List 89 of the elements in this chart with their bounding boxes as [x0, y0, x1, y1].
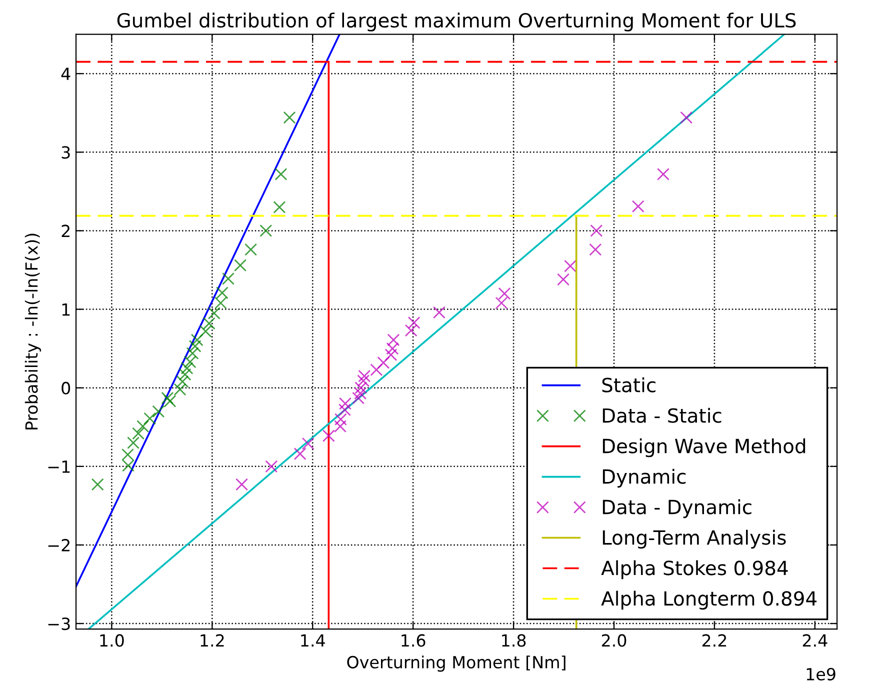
point — [236, 478, 248, 491]
point — [557, 273, 570, 286]
point — [354, 382, 368, 394]
text: 1e9 — [806, 668, 836, 680]
point — [214, 296, 227, 310]
point — [564, 260, 577, 272]
x-tick-label: 1.2 — [200, 634, 224, 647]
point — [334, 420, 346, 433]
point — [377, 356, 390, 369]
x-tick-label: 2.4 — [802, 634, 828, 647]
point — [387, 334, 400, 346]
point — [408, 316, 420, 329]
point — [632, 200, 644, 213]
point — [136, 420, 150, 433]
point — [302, 437, 314, 450]
point — [202, 317, 216, 330]
point — [656, 168, 670, 180]
point — [274, 168, 288, 180]
legend-label: Data - Static — [602, 408, 722, 423]
point — [188, 340, 202, 352]
point — [91, 478, 104, 491]
point — [354, 387, 367, 400]
point — [273, 200, 286, 214]
x-tick-label: 2.2 — [702, 634, 726, 647]
point — [322, 430, 335, 442]
point — [176, 375, 189, 388]
point — [265, 460, 278, 473]
point — [498, 287, 511, 300]
point — [122, 459, 135, 472]
legend-label: Alpha Longterm 0.894 — [601, 590, 816, 610]
legend-label: Static — [602, 377, 656, 392]
y-axis-title: Probability : -ln(-ln(F(x)) — [24, 234, 42, 430]
legend-label: Data - Dynamic — [602, 499, 752, 518]
point — [260, 224, 272, 237]
point — [190, 334, 204, 346]
point — [208, 306, 220, 320]
point — [334, 413, 347, 426]
chart-title: Gumbel distribution of largest maximum Overturning Moment for ULS — [117, 12, 796, 32]
point — [161, 392, 174, 404]
point — [122, 448, 134, 461]
point — [178, 368, 192, 381]
x-tick-label: 1.4 — [301, 634, 325, 647]
point — [386, 342, 399, 355]
point — [338, 404, 352, 416]
point — [180, 362, 194, 374]
y-tick-label: 4 — [61, 68, 70, 80]
point — [283, 111, 296, 124]
point — [589, 243, 602, 256]
x-tick-label: 1.6 — [402, 634, 426, 647]
point — [495, 296, 508, 310]
point — [199, 325, 212, 338]
point — [352, 392, 365, 404]
point — [404, 324, 418, 337]
y-tick-label: −3 — [48, 617, 70, 630]
point — [152, 405, 165, 418]
y-tick-label: −2 — [48, 538, 70, 552]
point — [216, 286, 228, 300]
y-tick-label: 1 — [62, 303, 70, 316]
point — [144, 412, 156, 425]
y-tick-label: 0 — [62, 382, 70, 394]
point — [164, 394, 176, 408]
point — [132, 427, 145, 440]
y-tick-label: −1 — [48, 460, 70, 473]
point — [244, 243, 258, 256]
y-tick-label: 3 — [62, 146, 70, 159]
point — [222, 272, 234, 285]
point — [234, 259, 247, 272]
legend-label: Long-Term Analysis — [602, 530, 786, 549]
point — [357, 374, 370, 388]
point — [432, 306, 446, 319]
y-tick-label: 2 — [62, 224, 70, 238]
legend-label: Design Wave Method — [602, 438, 806, 458]
point — [294, 448, 306, 460]
point — [384, 348, 398, 362]
point — [680, 111, 693, 124]
legend-label: Dynamic — [602, 468, 686, 488]
point — [174, 383, 186, 396]
legend-label: Alpha Stokes 0.984 — [601, 560, 788, 580]
point — [370, 364, 383, 376]
x-tick-label: 1.8 — [502, 634, 526, 647]
point — [127, 436, 140, 450]
x-tick-label: 2.0 — [602, 634, 626, 647]
point — [184, 356, 196, 368]
point — [339, 397, 352, 410]
point — [186, 347, 199, 360]
point — [358, 370, 371, 382]
x-tick-label: 1.0 — [100, 634, 124, 647]
x-axis-title: Overturning Moment [Nm] — [347, 656, 566, 672]
point — [590, 224, 603, 237]
